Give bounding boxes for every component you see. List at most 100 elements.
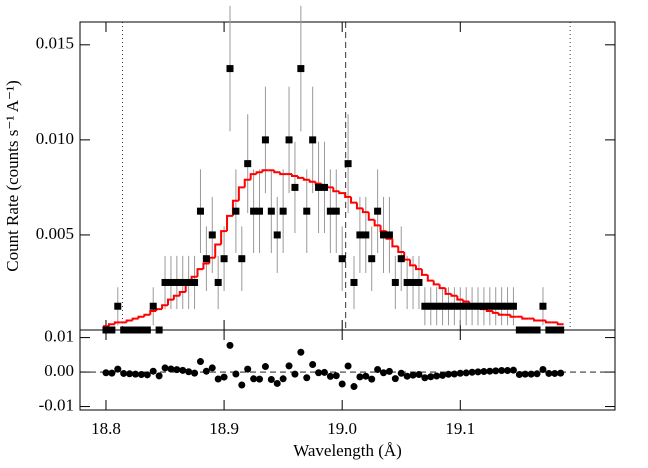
model-step (338, 191, 346, 195)
model-step (426, 274, 434, 282)
model-step (556, 322, 564, 326)
residual-point (480, 368, 488, 376)
model-step (302, 177, 310, 181)
data-point (303, 207, 311, 215)
residual-point (456, 369, 464, 377)
data-point (114, 302, 122, 310)
x-tick-label: 19.1 (445, 419, 475, 438)
model-step (350, 196, 357, 204)
data-point (462, 302, 470, 310)
residual-point (492, 367, 500, 375)
model-step (249, 173, 257, 180)
residual-point (315, 369, 323, 377)
residual-point (385, 367, 393, 375)
residual-point (191, 369, 199, 377)
y-tick-label: 0.00 (44, 361, 74, 380)
residual-point (374, 365, 382, 373)
residual-point (450, 370, 458, 378)
residual-point (468, 368, 476, 376)
model-step (379, 225, 387, 233)
data-point (456, 302, 464, 310)
model-step (367, 212, 375, 221)
data-point (232, 207, 240, 215)
model-step (243, 178, 251, 188)
residual-point (179, 366, 187, 374)
residual-point (350, 383, 358, 391)
model-step (314, 181, 322, 185)
residual-point (368, 375, 376, 383)
model-step (149, 309, 157, 315)
residual-point (533, 370, 541, 378)
data-point (403, 278, 411, 286)
residual-point (409, 371, 417, 379)
model-step (226, 214, 233, 232)
residual-point (498, 367, 506, 375)
data-point (179, 278, 187, 286)
model-step (273, 170, 281, 174)
model-step (391, 238, 399, 248)
model-step (137, 315, 145, 319)
model-step (420, 269, 428, 276)
residual-point (509, 366, 517, 374)
residual-point (226, 341, 234, 349)
model-step (344, 193, 352, 198)
residual-point (320, 368, 328, 376)
residual-point (356, 373, 364, 381)
residual-point (462, 369, 470, 377)
y-tick-label: -0.01 (39, 395, 74, 414)
residual-point (196, 358, 204, 366)
model-step (166, 298, 174, 306)
data-point (374, 207, 382, 215)
data-point (344, 160, 352, 168)
x-axis-label: Wavelength (Å) (293, 441, 402, 460)
data-point (362, 231, 370, 239)
data-point (415, 278, 423, 286)
residual-point (474, 368, 482, 376)
residual-point (149, 367, 157, 375)
residual-point (403, 372, 411, 380)
data-point (368, 255, 376, 263)
data-point (326, 207, 334, 215)
data-point (250, 207, 258, 215)
model-step (355, 202, 363, 210)
residual-point (380, 369, 388, 377)
residual-point (362, 372, 370, 380)
data-point (338, 255, 346, 263)
data-point (380, 231, 388, 239)
residual-point (297, 348, 305, 356)
residual-point (433, 372, 441, 380)
residual-point (161, 364, 169, 372)
data-point (539, 302, 547, 310)
residual-point (232, 370, 240, 378)
data-point (332, 207, 340, 215)
residual-point (155, 372, 163, 380)
model-step (172, 294, 180, 300)
plot-frame (79, 329, 616, 411)
data-point (291, 183, 299, 191)
data-point (202, 255, 210, 263)
model-step (214, 243, 222, 258)
model-step (220, 230, 228, 245)
data-point (238, 255, 246, 263)
data-point (196, 207, 204, 215)
model-step (131, 317, 139, 321)
model-step (444, 288, 452, 295)
data-point (320, 183, 328, 191)
data-point (498, 302, 506, 310)
residual-point (427, 373, 435, 381)
model-step (155, 308, 163, 311)
model-step (491, 310, 499, 314)
data-point (309, 136, 317, 144)
residual-point (527, 370, 535, 378)
residual-point (214, 375, 222, 383)
data-point (439, 302, 447, 310)
model-step (438, 284, 446, 290)
data-point (261, 136, 269, 144)
residual-point (120, 369, 128, 377)
residual-point (521, 370, 529, 378)
data-point (173, 278, 181, 286)
model-step (279, 172, 287, 176)
residual-point (344, 362, 352, 370)
model-step (373, 219, 381, 227)
